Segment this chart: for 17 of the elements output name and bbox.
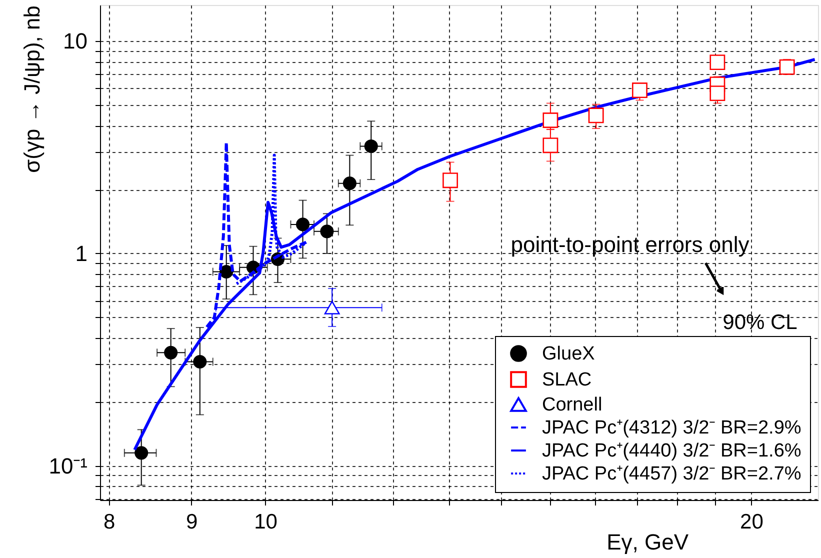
x-tick-label: 8	[103, 510, 116, 534]
x-tick-label: 10	[254, 510, 278, 534]
annotation: point-to-point errors only	[510, 232, 750, 257]
legend-label: JPAC Pc⁺(4440) 3/2⁻ BR=1.6%	[542, 440, 802, 462]
y-tick-label: 10⁻¹	[48, 453, 88, 478]
x-tick-label: 20	[740, 510, 764, 534]
y-axis-title: σ(γp → J/ψp), nb	[20, 6, 45, 173]
x-tick-label: 9	[186, 510, 198, 534]
annotation: 90% CL	[722, 311, 798, 334]
legend-label: GlueX	[542, 344, 596, 364]
x-axis-title: Eγ, GeV	[606, 530, 689, 554]
legend-label: Cornell	[542, 394, 602, 416]
y-tick-label: 10	[63, 28, 88, 54]
y-tick-label: 1	[75, 240, 88, 266]
legend-label: SLAC	[542, 370, 592, 390]
legend-label: JPAC Pc⁺(4312) 3/2⁻ BR=2.9%	[542, 418, 802, 438]
legend-label: JPAC Pc⁺(4457) 3/2⁻ BR=2.7%	[542, 464, 802, 484]
